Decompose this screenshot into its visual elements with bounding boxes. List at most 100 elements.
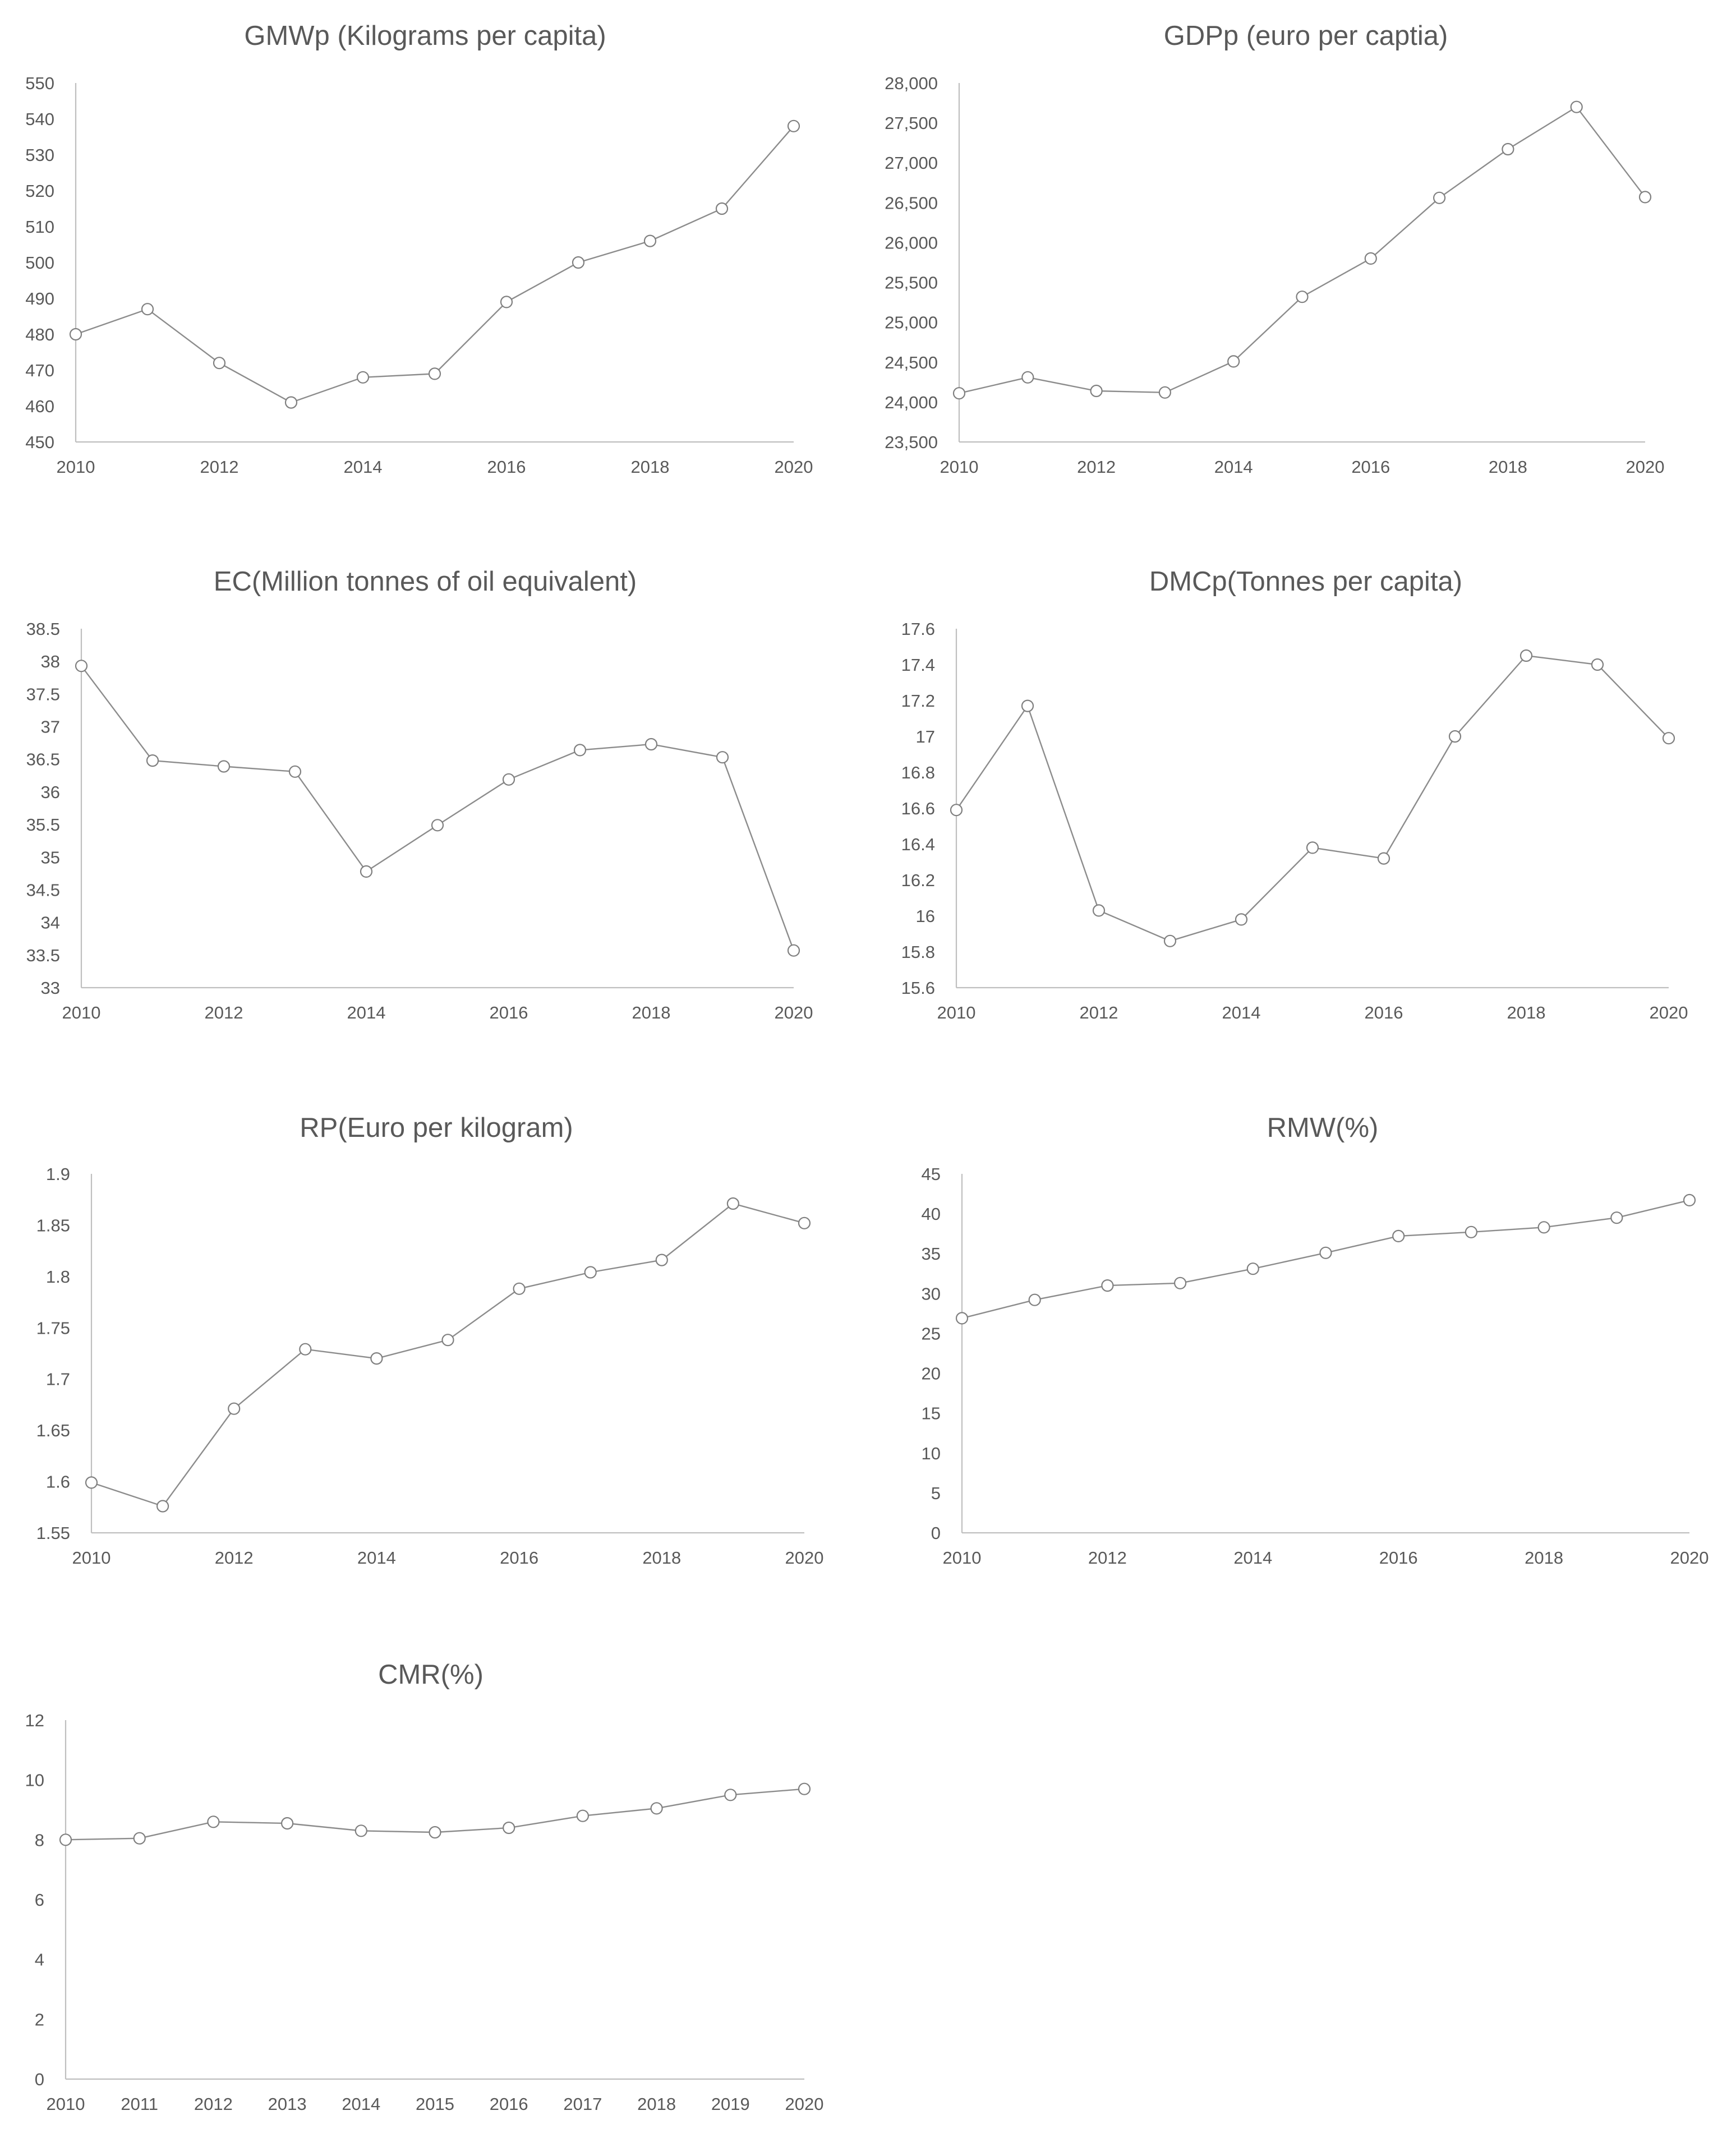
data-point <box>584 1266 597 1279</box>
y-tick-label: 500 <box>25 253 54 273</box>
data-point <box>1638 191 1652 204</box>
panel-dmcp: DMCp(Tonnes per capita) 15.6 15.8 16 16.2 16… <box>901 566 1688 1022</box>
panel-gdpp: GDPp (euro per captia) 23,500 24,000 24,50… <box>885 21 1664 477</box>
y-tick-label: 34 <box>41 913 60 933</box>
data-point <box>1227 355 1240 368</box>
y-tick-label: 1.6 <box>46 1472 70 1492</box>
x-tick-label: 2020 <box>1670 1548 1709 1568</box>
x-tick-label: 2016 <box>500 1548 538 1568</box>
chart-title: RP(Euro per kilogram) <box>300 1113 573 1143</box>
x-tick-label: 2018 <box>632 1003 671 1022</box>
y-tick-label: 1.55 <box>36 1523 70 1543</box>
x-tick-label: 2012 <box>200 457 239 477</box>
y-tick-label: 26,000 <box>885 233 938 252</box>
y-tick-label: 8 <box>35 1830 44 1850</box>
panel-cmr: CMR(%) 0 2 4 6 8 10 12 2010 2011 2012 2013 2014 2015… <box>25 1660 824 2114</box>
y-tick-label: 5 <box>931 1483 941 1503</box>
x-tick-label: 2018 <box>642 1548 681 1568</box>
y-tick-label: 1.75 <box>36 1318 70 1338</box>
data-point <box>655 1254 668 1266</box>
data-point <box>1570 100 1583 113</box>
data-point <box>650 1802 663 1815</box>
x-tick-label: 2014 <box>344 457 383 477</box>
data-point <box>356 371 370 384</box>
data-point <box>787 119 800 132</box>
chart-title: EC(Million tonnes of oil equivalent) <box>214 566 637 597</box>
data-point <box>724 1789 737 1801</box>
data-point <box>798 1782 811 1795</box>
x-tick-label: 2012 <box>194 2094 233 2114</box>
x-tick-label: 2010 <box>937 1003 976 1022</box>
x-tick-label: 2012 <box>1088 1548 1127 1568</box>
data-point <box>1235 913 1248 926</box>
x-tick-label: 2016 <box>1379 1548 1418 1568</box>
y-tick-label: 510 <box>25 217 54 237</box>
y-tick-label: 38.5 <box>26 619 60 639</box>
y-tick-label: 26,500 <box>885 193 938 213</box>
y-tick-label: 15.8 <box>901 942 935 962</box>
panel-rp: RP(Euro per kilogram) 1.55 1.6 1.65 1.7 1.75… <box>36 1113 824 1568</box>
x-tick-label: 2010 <box>62 1003 101 1022</box>
x-tick-label: 2010 <box>57 457 95 477</box>
x-tick-label: 2020 <box>775 457 813 477</box>
y-tick-label: 17.4 <box>901 655 935 675</box>
data-point <box>360 865 373 878</box>
y-tick-label: 16.8 <box>901 763 935 782</box>
panel-ec: EC(Million tonnes of oil equivalent) 33 3… <box>26 566 813 1022</box>
y-tick-label: 35 <box>922 1244 941 1264</box>
y-tick-label: 1.65 <box>36 1421 70 1440</box>
data-point <box>1174 1277 1187 1289</box>
data-point <box>288 765 302 778</box>
y-tick-label: 45 <box>922 1164 941 1184</box>
x-tick-label: 2016 <box>1365 1003 1403 1022</box>
y-tick-label: 25,000 <box>885 313 938 333</box>
x-tick-label: 2016 <box>490 2094 528 2114</box>
data-point <box>69 328 82 341</box>
y-tick-label: 460 <box>25 397 54 416</box>
data-point <box>1158 386 1171 399</box>
x-tick-label: 2019 <box>711 2094 750 2114</box>
data-point <box>576 1809 590 1822</box>
panel-gmwp: GMWp (Kilograms per capita) 450 460 470 480… <box>25 21 813 477</box>
x-tick-label: 2017 <box>563 2094 602 2114</box>
data-point <box>1028 1293 1041 1306</box>
data-point <box>1377 852 1390 865</box>
data-point <box>1683 1193 1696 1206</box>
data-point <box>513 1282 526 1295</box>
data-point <box>146 754 159 767</box>
data-point <box>133 1832 146 1845</box>
data-point <box>207 1815 220 1828</box>
data-point <box>1296 291 1309 303</box>
x-tick-label: 2010 <box>47 2094 85 2114</box>
y-tick-label: 27,000 <box>885 153 938 173</box>
x-tick-label: 2018 <box>1507 1003 1546 1022</box>
data-point <box>1392 1229 1405 1242</box>
y-tick-label: 490 <box>25 289 54 308</box>
y-tick-label: 34.5 <box>26 880 60 900</box>
x-tick-label: 2012 <box>215 1548 254 1568</box>
y-tick-label: 15 <box>922 1404 941 1423</box>
y-tick-label: 550 <box>25 73 54 93</box>
y-tick-label: 28,000 <box>885 73 938 93</box>
y-tick-label: 520 <box>25 181 54 201</box>
chart-title: GMWp (Kilograms per capita) <box>244 21 606 51</box>
data-point <box>573 744 587 757</box>
data-point <box>716 751 729 764</box>
data-point <box>228 1402 241 1415</box>
y-tick-label: 37.5 <box>26 684 60 704</box>
data-point <box>299 1343 312 1356</box>
data-point <box>950 804 963 817</box>
y-tick-label: 17.6 <box>901 619 935 639</box>
data-point <box>644 738 658 751</box>
data-point <box>1306 841 1319 854</box>
x-tick-label: 2018 <box>637 2094 676 2114</box>
y-tick-label: 35.5 <box>26 815 60 835</box>
x-tick-label: 2016 <box>490 1003 528 1022</box>
x-tick-label: 2014 <box>347 1003 386 1022</box>
y-tick-label: 10 <box>25 1771 44 1790</box>
data-point <box>1246 1262 1259 1275</box>
data-point <box>441 1334 454 1347</box>
x-tick-label: 2018 <box>1489 457 1527 477</box>
data-point <box>955 1312 969 1325</box>
